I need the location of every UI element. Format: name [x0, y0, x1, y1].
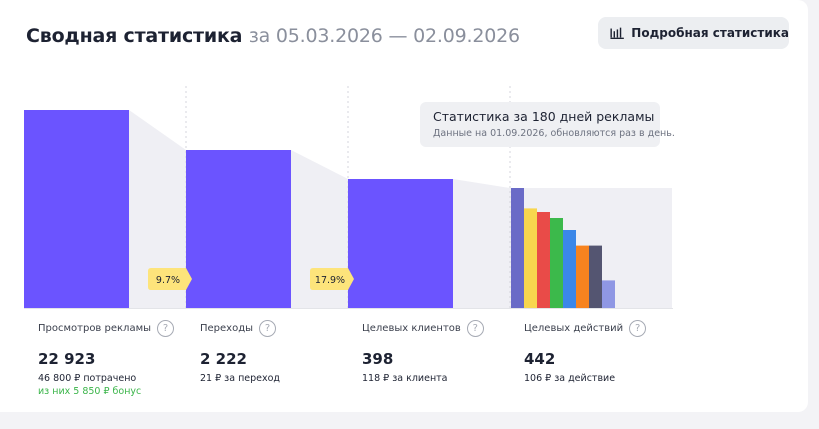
tooltip-title: Статистика за 180 дней рекламы — [433, 109, 655, 124]
metric-subtext: 118 ₽ за клиента — [362, 373, 448, 384]
help-icon[interactable]: ? — [157, 320, 175, 337]
metric-subtext: 21 ₽ за переход — [200, 373, 280, 384]
metric-subtext: 106 ₽ за действие — [524, 373, 616, 384]
metric-clicks: Переходы? 2 222 21 ₽ за переход — [200, 320, 280, 384]
metric-value: 442 — [524, 350, 556, 368]
detailed-stats-button[interactable]: Подробная статистика — [598, 17, 789, 49]
conversion-rate-label: 9.7% — [156, 275, 180, 286]
help-icon[interactable]: ? — [629, 320, 647, 337]
funnel-connector — [453, 179, 510, 308]
metric-subtext: 46 800 ₽ потрачено — [38, 373, 137, 384]
period-tooltip: Статистика за 180 дней рекламы Данные на… — [420, 102, 675, 147]
funnel-bar — [186, 150, 291, 308]
summary-stats-card: Сводная статистика за 05.03.2026 — 02.09… — [0, 0, 808, 412]
title-period: за 05.03.2026 — 02.09.2026 — [248, 25, 520, 47]
page-title: Сводная статистика за 05.03.2026 — 02.09… — [26, 25, 520, 47]
action-breakdown-bar — [602, 280, 615, 308]
metric-label: Просмотров рекламы — [38, 323, 152, 334]
conversion-rate-label: 17.9% — [315, 275, 345, 286]
funnel-connector — [129, 110, 186, 308]
detailed-stats-label: Подробная статистика — [631, 26, 789, 40]
metric-label: Целевых действий — [524, 323, 624, 334]
metric-label: Переходы — [200, 323, 254, 334]
action-breakdown-bar — [563, 230, 576, 308]
metric-target-clients: Целевых клиентов? 398 118 ₽ за клиента — [362, 320, 484, 384]
action-breakdown-bar — [576, 245, 589, 308]
metric-label: Целевых клиентов — [362, 323, 461, 334]
metric-target-actions: Целевых действий? 442 106 ₽ за действие — [524, 320, 647, 384]
tooltip-subtitle: Данные на 01.09.2026, обновляются раз в … — [433, 128, 675, 139]
metric-impressions: Просмотров рекламы? 22 923 46 800 ₽ потр… — [38, 320, 175, 397]
metric-value: 22 923 — [38, 350, 96, 368]
action-breakdown-bar — [537, 212, 550, 308]
action-breakdown-bar — [550, 218, 563, 308]
action-breakdown-bar — [524, 208, 537, 308]
help-icon[interactable]: ? — [466, 320, 484, 337]
funnel-bar — [24, 110, 129, 308]
title-text: Сводная статистика — [26, 25, 243, 47]
action-breakdown-bar — [511, 188, 524, 308]
funnel-bar — [348, 179, 453, 308]
conversion-badge — [148, 268, 192, 290]
conversion-badge — [310, 268, 354, 290]
metric-value: 398 — [362, 350, 394, 368]
metric-bonus: из них 5 850 ₽ бонус — [38, 386, 142, 397]
action-breakdown-bar — [589, 245, 602, 308]
bar-chart-icon — [610, 27, 624, 39]
metric-value: 2 222 — [200, 350, 247, 368]
funnel-chart: 9.7% 17.9% — [24, 86, 673, 310]
help-icon[interactable]: ? — [259, 320, 277, 337]
